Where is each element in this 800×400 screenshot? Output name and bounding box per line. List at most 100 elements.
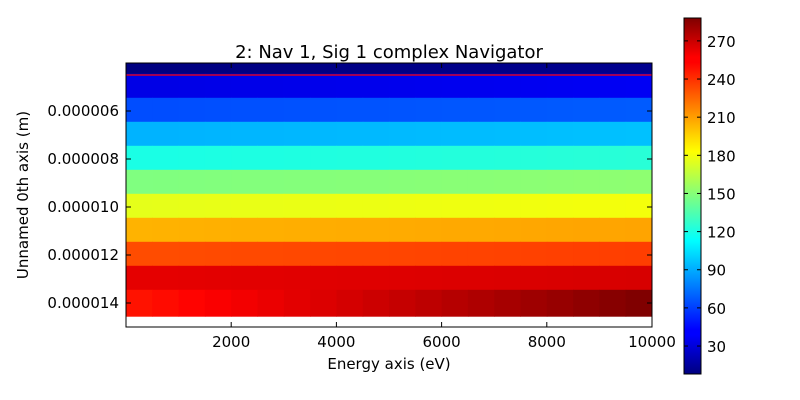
colorbar-tick-label: 150 [707,185,736,203]
heatmap-cell [441,73,469,101]
heatmap-cell [546,169,574,197]
heatmap-cell [178,265,206,293]
heatmap-cell [204,193,232,221]
heatmap-cells [126,63,653,317]
heatmap-cell [389,265,416,293]
heatmap-cell [283,265,311,293]
heatmap-cell [257,193,285,221]
heatmap-cell [336,145,364,173]
heatmap-cell [494,97,521,125]
heatmap-cell [257,289,285,317]
heatmap-cell [310,145,337,173]
colorbar-tick-label: 90 [707,262,726,280]
heatmap-cell [126,169,153,197]
heatmap-cell [310,121,337,149]
heatmap-cell [546,217,574,245]
heatmap-cell [389,121,416,149]
heatmap-cell [467,217,495,245]
heatmap-cell [441,121,469,149]
heatmap-cell [494,217,521,245]
heatmap-cell [573,169,600,197]
heatmap-cell [126,217,153,245]
heatmap-cell [152,265,180,293]
heatmap-cell [389,289,416,317]
heatmap-cell [441,169,469,197]
heatmap-cell [573,73,600,101]
heatmap-cell [599,217,627,245]
heatmap-cell [546,121,574,149]
heatmap-cell [415,289,443,317]
heatmap-cell [283,121,311,149]
chart-title: 2: Nav 1, Sig 1 complex Navigator [235,42,543,63]
heatmap-cell [494,121,521,149]
heatmap-cell [126,63,153,77]
heatmap-cell [257,97,285,125]
heatmap-cell [152,121,180,149]
heatmap-cell [362,241,390,269]
heatmap-cell [520,97,548,125]
heatmap-cell [204,121,232,149]
heatmap-cell [389,97,416,125]
heatmap-cell [494,241,521,269]
heatmap-cell [283,289,311,317]
heatmap-cell [599,97,627,125]
heatmap-cell [283,63,311,77]
heatmap-cell [257,145,285,173]
heatmap-cell [152,193,180,221]
x-tick-label: 8000 [528,333,566,351]
colorbar-tick-label: 210 [707,109,736,127]
heatmap-cell [546,265,574,293]
heatmap-cell [204,217,232,245]
heatmap-cell [283,97,311,125]
heatmap-cell [362,121,390,149]
heatmap-cell [257,63,285,77]
heatmap-cell [415,217,443,245]
heatmap-cell [336,241,364,269]
heatmap-cell [204,289,232,317]
heatmap-cell [441,63,469,77]
heatmap-cell [573,193,600,221]
heatmap-cell [310,193,337,221]
heatmap-cell [546,289,574,317]
x-tick-label: 10000 [628,333,676,351]
heatmap-cell [152,145,180,173]
heatmap-cell [310,289,337,317]
heatmap-cell [257,169,285,197]
heatmap-cell [415,97,443,125]
heatmap-cell [599,63,627,77]
heatmap-cell [362,265,390,293]
heatmap-cell [310,241,337,269]
heatmap-cell [546,145,574,173]
heatmap-cell [625,121,653,149]
heatmap-cell [494,169,521,197]
heatmap-cell [599,241,627,269]
heatmap-cell [494,73,521,101]
x-axis-label: Energy axis (eV) [327,355,450,373]
heatmap-cell [362,289,390,317]
heatmap-cell [573,97,600,125]
heatmap-cell [573,241,600,269]
heatmap-cell [599,169,627,197]
heatmap-cell [152,289,180,317]
heatmap-cell [415,63,443,77]
heatmap-cell [520,241,548,269]
heatmap-cell [152,241,180,269]
plot-frame [125,62,653,328]
colorbar-tick-label: 120 [707,224,736,242]
heatmap-cell [573,63,600,77]
heatmap-cell [310,97,337,125]
heatmap-cell [625,63,653,77]
heatmap-cell [441,193,469,221]
heatmap-cell [467,241,495,269]
heatmap-cell [178,121,206,149]
heatmap-cell [204,265,232,293]
heatmap-cell [573,121,600,149]
heatmap-cell [310,217,337,245]
heatmap-cell [152,97,180,125]
heatmap-cell [389,145,416,173]
heatmap-cell [178,97,206,125]
heatmap-cell [573,217,600,245]
heatmap-cell [231,145,258,173]
y-tick-label: 0.000012 [47,246,119,264]
heatmap-cell [178,289,206,317]
